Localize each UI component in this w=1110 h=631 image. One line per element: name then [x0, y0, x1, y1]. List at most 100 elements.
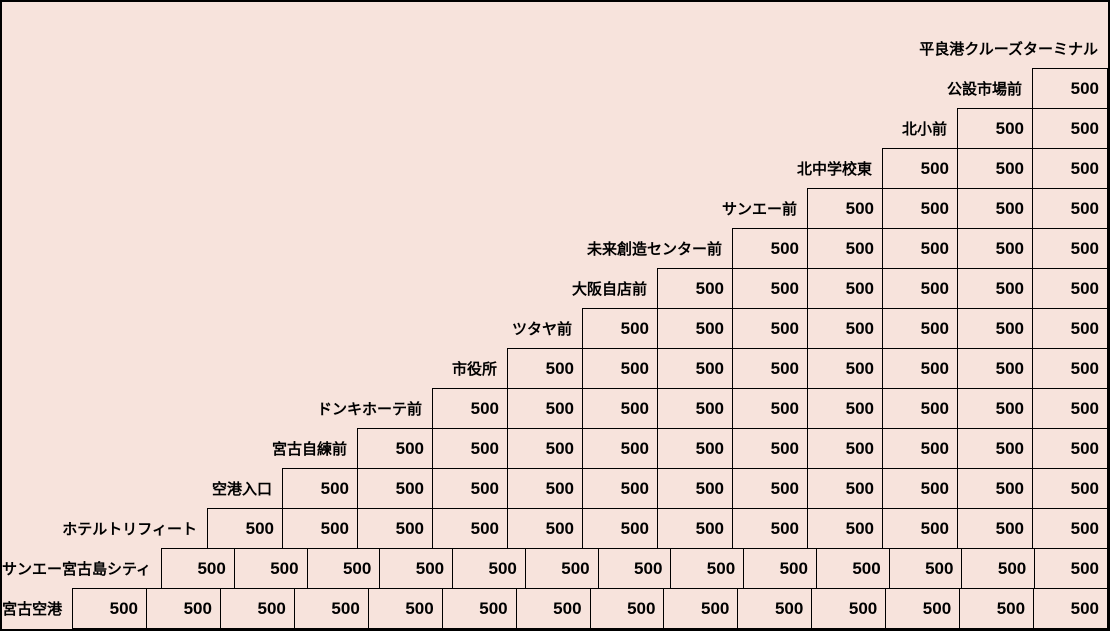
fare-cell: 500 — [882, 508, 958, 549]
fare-cell: 500 — [516, 588, 591, 629]
fare-cell: 500 — [882, 428, 958, 469]
fare-cell: 500 — [957, 148, 1033, 189]
fare-cell: 500 — [882, 468, 958, 509]
fare-cell: 500 — [882, 148, 958, 189]
fare-cell: 500 — [507, 348, 583, 389]
fare-cell: 500 — [1032, 348, 1108, 389]
fare-cell: 500 — [1032, 308, 1108, 349]
fare-row: 平良港クルーズターミナル — [2, 28, 1108, 69]
fare-cell: 500 — [146, 588, 221, 629]
fare-cell: 500 — [816, 548, 890, 589]
fare-cell: 500 — [807, 188, 883, 229]
fare-row: ツタヤ前500500500500500500500 — [2, 308, 1108, 349]
fare-cell: 500 — [282, 508, 358, 549]
fare-cell: 500 — [657, 308, 733, 349]
fare-cell: 500 — [72, 588, 147, 629]
fare-cell: 500 — [1032, 268, 1108, 309]
stop-label: 大阪自店前 — [572, 268, 657, 309]
fare-cell: 500 — [663, 588, 738, 629]
fare-cell: 500 — [1034, 548, 1108, 589]
fare-row: 未来創造センター前500500500500500 — [2, 228, 1108, 269]
fare-cell: 500 — [307, 548, 381, 589]
fare-cell: 500 — [657, 508, 733, 549]
fare-cell: 500 — [657, 388, 733, 429]
stop-label: サンエー前 — [722, 188, 807, 229]
fare-cell: 500 — [442, 588, 517, 629]
fare-cell: 500 — [807, 428, 883, 469]
fare-cell: 500 — [882, 348, 958, 389]
stop-label: 北小前 — [902, 108, 957, 149]
fare-cell: 500 — [957, 348, 1033, 389]
fare-cell: 500 — [961, 548, 1035, 589]
stop-label: 宮古自練前 — [272, 428, 357, 469]
fare-cell: 500 — [882, 188, 958, 229]
fare-cell: 500 — [657, 268, 733, 309]
fare-cell: 500 — [885, 588, 960, 629]
stop-label: ドンキホーテ前 — [317, 388, 432, 429]
fare-cell: 500 — [670, 548, 744, 589]
fare-cell: 500 — [432, 508, 508, 549]
fare-cell: 500 — [432, 388, 508, 429]
fare-cell: 500 — [957, 508, 1033, 549]
fare-cell: 500 — [657, 428, 733, 469]
fare-cell: 500 — [582, 308, 658, 349]
fare-cell: 500 — [507, 468, 583, 509]
fare-cell: 500 — [582, 348, 658, 389]
fare-cell: 500 — [1032, 108, 1108, 149]
fare-cell: 500 — [732, 508, 808, 549]
stop-label: ツタヤ前 — [512, 308, 582, 349]
fare-cell: 500 — [889, 548, 963, 589]
stop-label: 宮古空港 — [2, 588, 72, 629]
fare-row: 公設市場前500 — [2, 68, 1108, 109]
fare-row: ドンキホーテ前500500500500500500500500500 — [2, 388, 1108, 429]
fare-cell: 500 — [207, 508, 283, 549]
fare-cell: 500 — [234, 548, 308, 589]
fare-cell: 500 — [1032, 388, 1108, 429]
fare-cell: 500 — [957, 228, 1033, 269]
stop-label: 市役所 — [452, 348, 507, 389]
stop-label: 北中学校東 — [797, 148, 882, 189]
fare-cell: 500 — [368, 588, 443, 629]
fare-cell: 500 — [582, 468, 658, 509]
fare-cell: 500 — [957, 388, 1033, 429]
stop-label: サンエー宮古島シティ — [2, 548, 161, 589]
fare-row: 宮古空港500500500500500500500500500500500500… — [2, 588, 1108, 629]
fare-cell: 500 — [657, 348, 733, 389]
fare-cell: 500 — [811, 588, 886, 629]
fare-row: サンエー宮古島シティ500500500500500500500500500500… — [2, 548, 1108, 589]
fare-cell: 500 — [1032, 188, 1108, 229]
fare-cell: 500 — [732, 348, 808, 389]
fare-cell: 500 — [432, 428, 508, 469]
fare-cell: 500 — [220, 588, 295, 629]
fare-cell: 500 — [807, 268, 883, 309]
fare-cell: 500 — [1032, 468, 1108, 509]
fare-cell: 500 — [737, 588, 812, 629]
fare-cell: 500 — [582, 508, 658, 549]
fare-cell: 500 — [357, 508, 433, 549]
fare-cell: 500 — [1032, 508, 1108, 549]
fare-cell: 500 — [957, 188, 1033, 229]
fare-cell: 500 — [807, 468, 883, 509]
fare-cell: 500 — [357, 428, 433, 469]
fare-cell: 500 — [161, 548, 235, 589]
fare-row: 大阪自店前500500500500500500 — [2, 268, 1108, 309]
fare-triangle-table: 平良港クルーズターミナル公設市場前500北小前500500北中学校東500500… — [0, 0, 1110, 631]
stop-label: 平良港クルーズターミナル — [919, 28, 1108, 69]
stop-label: 公設市場前 — [947, 68, 1032, 109]
fare-cell: 500 — [882, 388, 958, 429]
fare-cell: 500 — [507, 388, 583, 429]
fare-row: 北小前500500 — [2, 108, 1108, 149]
fare-cell: 500 — [957, 268, 1033, 309]
fare-row: ホテルトリフィート5005005005005005005005005005005… — [2, 508, 1108, 549]
fare-cell: 500 — [657, 468, 733, 509]
fare-cell: 500 — [1032, 148, 1108, 189]
fare-cell: 500 — [379, 548, 453, 589]
fare-cell: 500 — [743, 548, 817, 589]
fare-cell: 500 — [732, 388, 808, 429]
fare-cell: 500 — [959, 588, 1034, 629]
fare-cell: 500 — [732, 468, 808, 509]
fare-cell: 500 — [957, 468, 1033, 509]
fare-cell: 500 — [452, 548, 526, 589]
fare-cell: 500 — [590, 588, 665, 629]
fare-row: サンエー前500500500500 — [2, 188, 1108, 229]
